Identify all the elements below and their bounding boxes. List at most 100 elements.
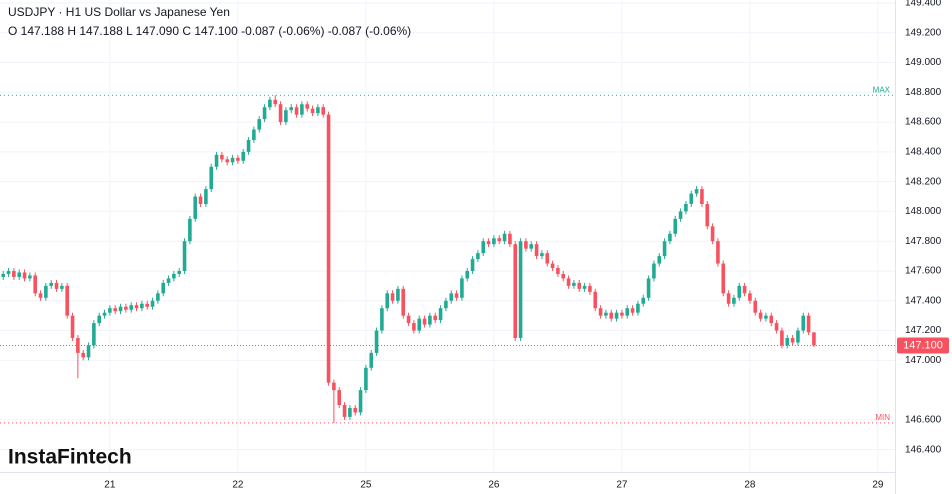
candle-body <box>529 244 534 249</box>
candle-body <box>401 288 406 316</box>
candle-body <box>268 99 272 108</box>
candle-body <box>209 166 214 190</box>
candle-body <box>673 218 678 234</box>
candle-body <box>625 308 630 316</box>
y-tick-label: 148.400 <box>905 147 942 158</box>
candle-body <box>262 107 267 120</box>
candle-body <box>721 263 726 294</box>
candle-body <box>646 278 651 298</box>
candle-body <box>582 285 587 289</box>
candle-body <box>113 308 118 312</box>
candle-body <box>358 390 363 413</box>
candle-body <box>1 273 6 277</box>
candle-body <box>92 323 96 346</box>
candle-body <box>476 253 480 260</box>
last-price-badge <box>897 337 949 354</box>
candle-body <box>97 315 102 324</box>
candle-body <box>534 244 539 257</box>
candle-body <box>497 238 502 242</box>
candle-body <box>230 157 235 163</box>
candle-body <box>337 390 342 405</box>
candle-body <box>310 108 315 114</box>
candle-body <box>289 107 294 111</box>
candle-body <box>60 285 64 289</box>
candle-body <box>300 104 304 115</box>
x-tick-label: 28 <box>744 480 756 491</box>
candle-body <box>433 315 438 321</box>
candle-body <box>86 345 91 358</box>
candle-body <box>214 154 219 167</box>
candle-body <box>806 315 811 333</box>
candle-body <box>598 308 603 316</box>
x-tick-label: 21 <box>104 480 116 491</box>
candle-body <box>188 218 192 242</box>
candle-body <box>65 285 70 316</box>
candle-body <box>81 352 86 358</box>
y-tick-label: 149.400 <box>905 0 942 9</box>
candle-body <box>812 332 816 346</box>
candle-body <box>465 270 470 279</box>
candle-body <box>252 129 256 140</box>
candle-body <box>518 241 523 338</box>
candle-body <box>156 293 160 301</box>
candle-body <box>566 278 571 286</box>
candle-body <box>166 278 171 283</box>
candle-body <box>17 272 22 277</box>
y-tick-label: 147.200 <box>905 325 942 336</box>
candle-body <box>796 330 800 343</box>
candle-body <box>486 241 491 245</box>
candle-body <box>662 241 667 257</box>
candle-body <box>161 282 166 294</box>
y-tick-label: 147.800 <box>905 236 942 247</box>
candle-body <box>193 196 198 219</box>
candle-body <box>305 104 310 109</box>
candle-body <box>689 193 694 204</box>
candle-body <box>6 270 11 274</box>
candle-body <box>641 297 646 304</box>
candle-body <box>630 308 635 313</box>
candle-body <box>556 268 560 274</box>
candle-body <box>54 282 59 289</box>
candle-body <box>577 282 582 289</box>
candle-body <box>108 308 112 313</box>
candle-body <box>726 293 731 304</box>
candle-body <box>49 282 54 286</box>
candle-body <box>561 273 566 279</box>
candle-body <box>694 189 699 194</box>
candle-body <box>220 154 224 160</box>
candle-body <box>241 151 246 161</box>
candle-body <box>278 104 283 123</box>
candle-body <box>502 233 507 242</box>
candle-body <box>540 253 544 257</box>
candle-body <box>284 110 288 123</box>
y-tick-label: 147.400 <box>905 295 942 306</box>
candle-body <box>417 318 422 331</box>
candle-body <box>172 273 176 279</box>
candle-body <box>204 189 208 204</box>
ohlc-legend: O 147.188 H 147.188 L 147.090 C 147.100 … <box>8 24 411 38</box>
candle-body <box>513 244 518 338</box>
y-tick-label: 148.600 <box>905 117 942 128</box>
candle-body <box>705 203 710 227</box>
candle-body <box>668 233 672 242</box>
candle-body <box>12 270 16 277</box>
candle-body <box>593 291 598 309</box>
candle-body <box>396 288 400 301</box>
candle-body <box>460 278 464 298</box>
x-tick-label: 22 <box>232 480 244 491</box>
candle-body <box>332 382 336 391</box>
candle-body <box>790 337 795 343</box>
candle-body <box>28 275 32 279</box>
candle-body <box>44 285 48 298</box>
candle-body <box>369 352 374 368</box>
watermark: InstaFintech <box>8 446 132 469</box>
candle-body <box>700 189 704 204</box>
candle-body <box>545 253 550 264</box>
candle-body <box>182 241 187 271</box>
candle-body <box>374 330 379 353</box>
candle-body <box>636 303 640 313</box>
candle-body <box>684 203 688 212</box>
chart-title: USDJPY · H1 US Dollar vs Japanese Yen <box>8 5 230 19</box>
x-tick-label: 29 <box>872 480 884 491</box>
